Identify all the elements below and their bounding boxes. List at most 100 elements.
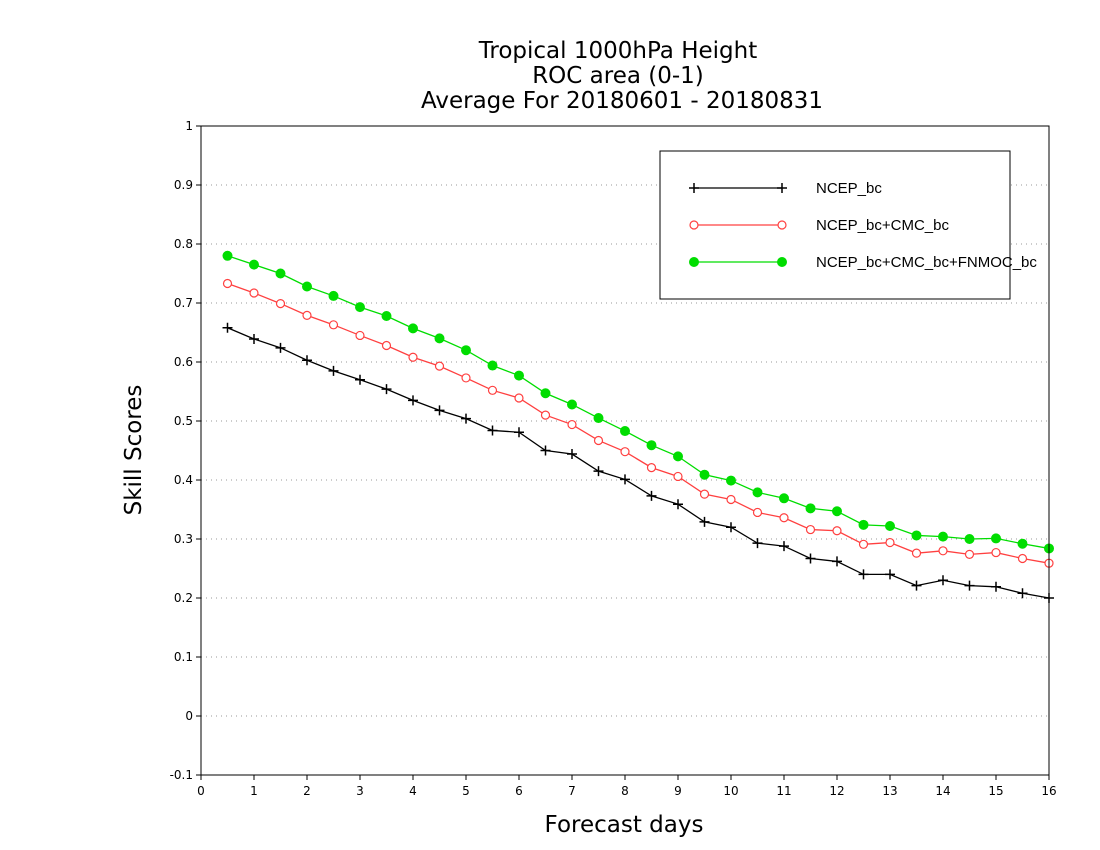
legend-label: NCEP_bc+CMC_bc: [816, 217, 949, 234]
filled-circle-marker: [673, 451, 683, 462]
x-tick-label: 1: [250, 784, 258, 798]
open-circle-marker: [567, 419, 577, 430]
open-circle-marker: [461, 373, 471, 383]
series-ncep-bc-cmc-bc: [222, 278, 1054, 568]
y-axis: -0.1 0 0.1 0.2 0.3 0.4 0.5 0.6 0.7 0.8 0.9 1: [170, 119, 201, 782]
filled-circle-marker: [275, 268, 286, 279]
filled-circle-marker: [461, 345, 471, 356]
plus-marker: [249, 333, 259, 344]
y-tick-label: -0.1: [170, 768, 193, 782]
open-circle-marker: [514, 393, 524, 403]
chart-title-line-3: Average For 20180601 - 20180831: [421, 88, 823, 114]
x-axis-label: Forecast days: [545, 812, 704, 838]
y-axis-label: Skill Scores: [121, 385, 147, 516]
filled-circle-marker: [991, 533, 1001, 544]
x-tick-label: 4: [409, 784, 417, 798]
filled-circle-marker: [805, 503, 816, 514]
filled-circle-marker: [1017, 538, 1028, 549]
plus-marker: [540, 445, 551, 456]
plus-marker: [514, 427, 524, 438]
plus-marker: [593, 466, 604, 477]
open-circle-marker: [620, 447, 630, 457]
filled-circle-marker: [832, 506, 842, 517]
open-circle-marker: [938, 546, 948, 556]
legend-label: NCEP_bc: [816, 180, 882, 197]
open-circle-marker: [699, 489, 710, 499]
x-tick-label: 14: [935, 784, 950, 798]
open-circle-marker: [275, 298, 286, 309]
plus-marker: [222, 322, 233, 333]
plus-marker: [381, 384, 392, 395]
x-tick-label: 13: [882, 784, 897, 798]
plus-marker: [673, 499, 683, 510]
x-tick-label: 15: [988, 784, 1003, 798]
plus-marker: [752, 538, 763, 549]
open-circle-marker: [1017, 553, 1028, 564]
filled-circle-marker: [355, 302, 365, 313]
plus-marker: [355, 374, 365, 385]
y-tick-label: 0.1: [174, 650, 193, 664]
filled-circle-marker: [328, 290, 339, 301]
plus-marker: [964, 580, 975, 591]
plus-marker: [328, 365, 339, 376]
plus-marker: [275, 342, 286, 353]
plus-marker: [779, 541, 789, 552]
filled-circle-marker: [885, 521, 895, 532]
y-tick-label: 0.7: [174, 296, 193, 310]
filled-circle-marker: [964, 534, 975, 544]
filled-circle-marker: [302, 281, 312, 292]
x-tick-label: 7: [568, 784, 576, 798]
open-circle-marker: [646, 463, 657, 473]
filled-circle-marker: [593, 413, 604, 424]
filled-circle-marker: [487, 360, 498, 371]
filled-circle-marker: [726, 475, 736, 486]
legend-item: NCEP_bc+CMC_bc: [689, 217, 949, 234]
plus-marker: [726, 522, 736, 533]
open-circle-marker: [885, 537, 895, 548]
open-circle-marker: [381, 340, 392, 351]
open-circle-marker: [222, 278, 233, 289]
filled-circle-marker: [858, 519, 869, 530]
plus-marker: [777, 183, 787, 193]
x-tick-label: 10: [723, 784, 738, 798]
y-tick-label: 0: [185, 709, 193, 723]
open-circle-marker: [779, 513, 789, 523]
filled-circle-marker: [222, 250, 233, 261]
plus-marker: [302, 355, 312, 366]
chart-title-line-2: ROC area (0-1): [532, 63, 704, 89]
x-tick-label: 3: [356, 784, 364, 798]
series-line: [227, 327, 1050, 599]
open-circle-marker: [911, 548, 922, 558]
legend-items: NCEP_bc NCEP_bc+CMC_bc NCEP_bc+CMC_bc+FNMO…: [689, 180, 1037, 271]
filled-circle-marker: [911, 530, 922, 541]
x-tick-label: 11: [776, 784, 791, 798]
open-circle-marker: [777, 220, 787, 230]
open-circle-marker: [858, 539, 869, 549]
plus-marker: [646, 490, 657, 501]
legend-item: NCEP_bc+CMC_bc+FNMOC_bc: [689, 254, 1037, 271]
open-circle-marker: [991, 547, 1001, 558]
filled-circle-marker: [620, 426, 630, 437]
open-circle-marker: [964, 549, 975, 559]
filled-circle-marker: [381, 310, 392, 321]
x-tick-label: 0: [197, 784, 205, 798]
series-ncep-bc: [222, 322, 1054, 603]
filled-circle-marker: [514, 370, 524, 381]
y-tick-label: 1: [185, 119, 193, 133]
chart-title-line-1: Tropical 1000hPa Height: [478, 38, 758, 64]
filled-circle-marker: [699, 469, 710, 480]
x-tick-label: 12: [829, 784, 844, 798]
x-tick-label: 16: [1041, 784, 1056, 798]
open-circle-marker: [249, 288, 259, 298]
open-circle-marker: [689, 220, 699, 230]
filled-circle-marker: [646, 440, 657, 451]
y-tick-label: 0.4: [174, 473, 193, 487]
open-circle-marker: [832, 526, 842, 536]
x-axis: 0 1 2 3 4 5 6 7 8 9 10 11 12 13 14 15 16: [197, 775, 1057, 798]
x-tick-label: 9: [674, 784, 682, 798]
series-line: [227, 255, 1050, 550]
filled-circle-marker: [540, 388, 551, 399]
x-tick-label: 6: [515, 784, 523, 798]
series-ncep-bc-cmc-bc-fnmoc-bc: [222, 250, 1054, 554]
